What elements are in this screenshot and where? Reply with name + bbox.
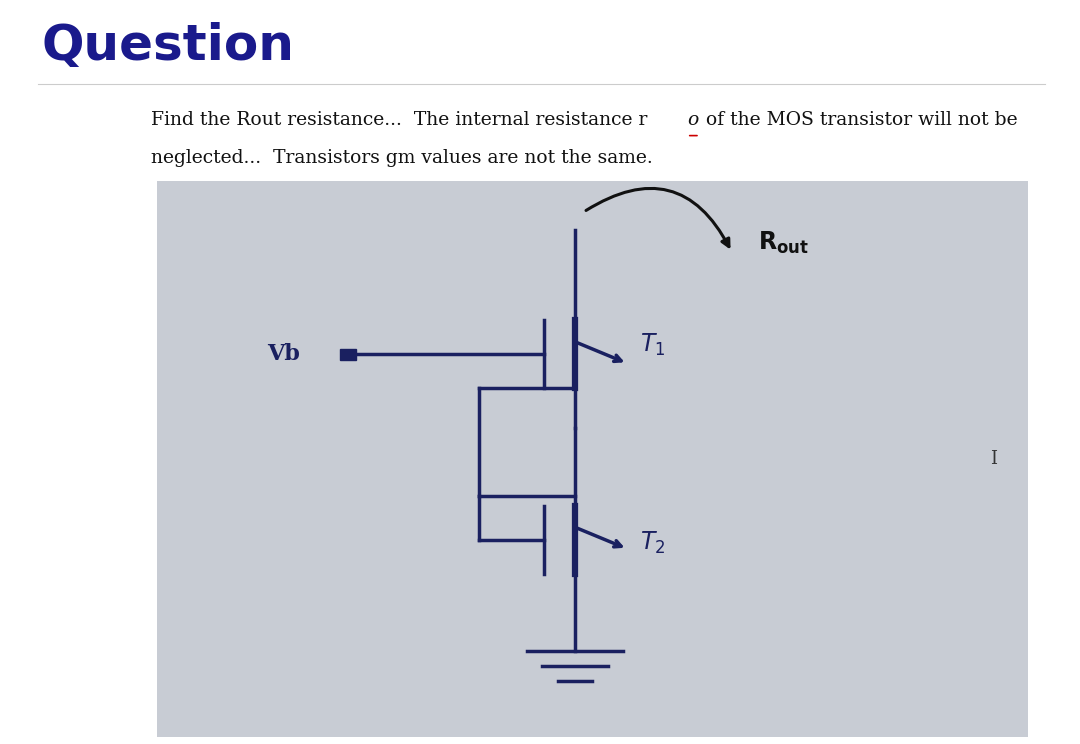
- FancyBboxPatch shape: [157, 181, 1028, 737]
- Text: $T_1$: $T_1$: [640, 332, 665, 358]
- Text: Question: Question: [41, 22, 294, 70]
- Text: Vb: Vb: [268, 343, 300, 365]
- Text: $\mathbf{R}_{\mathbf{out}}$: $\mathbf{R}_{\mathbf{out}}$: [758, 230, 809, 256]
- Bar: [340, 349, 356, 359]
- Text: of the MOS transistor will not be: of the MOS transistor will not be: [700, 111, 1017, 129]
- Text: I: I: [989, 450, 997, 468]
- Text: o: o: [687, 111, 698, 129]
- FancyArrowPatch shape: [586, 188, 729, 247]
- Text: $T_2$: $T_2$: [640, 530, 665, 556]
- Text: neglected...  Transistors gm values are not the same.: neglected... Transistors gm values are n…: [151, 150, 653, 167]
- Text: Find the Rout resistance...  The internal resistance r: Find the Rout resistance... The internal…: [151, 111, 648, 129]
